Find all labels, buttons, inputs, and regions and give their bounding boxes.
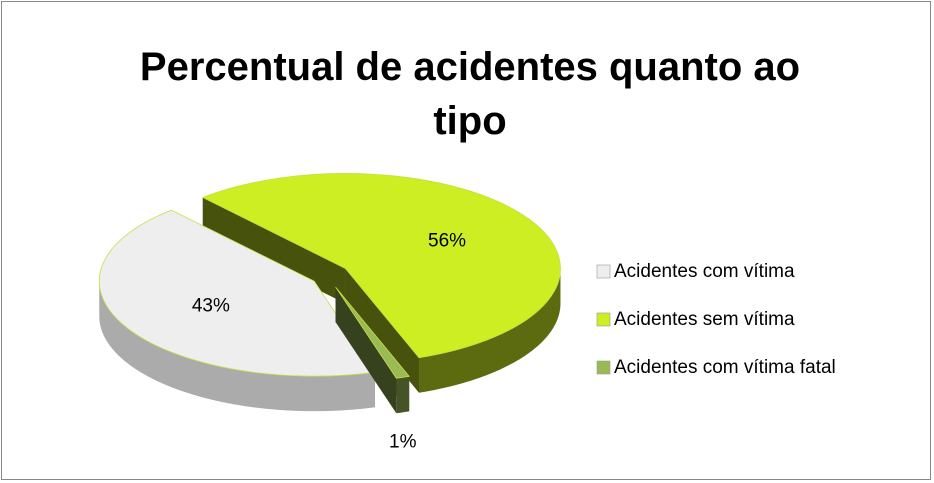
- slice-side: [396, 376, 410, 414]
- slice: [98, 209, 376, 377]
- legend-swatch: [596, 312, 611, 327]
- data-label: 56%: [428, 231, 466, 252]
- legend-label: Acidentes com vítima fatal: [614, 357, 836, 378]
- slice-side: [202, 197, 346, 304]
- chart-title: Percentual de acidentes quanto ao tipo: [139, 45, 801, 143]
- data-label: 1%: [389, 431, 417, 452]
- slice: [201, 173, 561, 359]
- slice: [335, 286, 410, 379]
- data-label: 43%: [192, 296, 230, 317]
- slice-side: [99, 281, 375, 412]
- legend-label: Acidentes com vítima: [614, 261, 795, 282]
- legend-swatch: [596, 360, 611, 375]
- legend-swatch: [596, 264, 611, 279]
- slice-side: [345, 268, 419, 393]
- slice-side: [418, 269, 561, 393]
- slice-side: [335, 287, 397, 414]
- legend-label: Acidentes sem vítima: [614, 309, 795, 330]
